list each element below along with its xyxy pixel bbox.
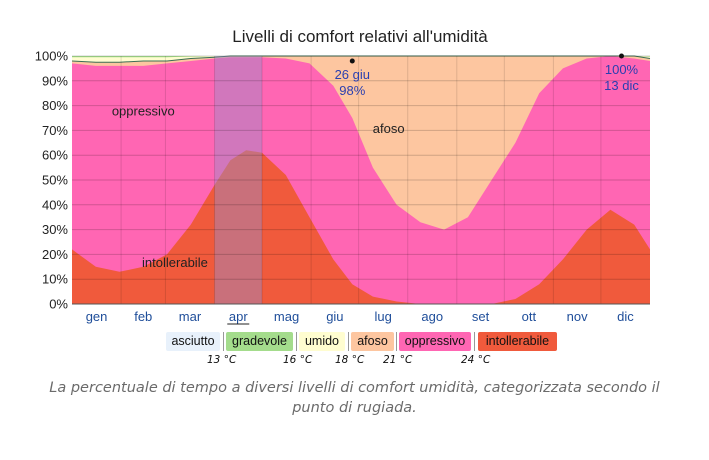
grid-lines	[72, 55, 650, 305]
x-tick-label: mar	[179, 309, 202, 324]
y-tick-label: 80%	[42, 98, 68, 113]
legend-item-afoso: afoso	[351, 332, 394, 351]
legend-threshold: 21 °C	[383, 354, 413, 366]
annotation-value: 13 dic	[604, 78, 639, 93]
region-labels: oppressivo afoso intollerabile	[112, 104, 405, 270]
area-intollerabile	[72, 150, 650, 304]
x-tick-label: feb	[134, 309, 152, 324]
y-tick-label: 60%	[42, 148, 68, 163]
x-tick-label: dic	[617, 309, 634, 324]
annotation-label: 26 giu	[335, 67, 370, 82]
legend-separator	[223, 332, 224, 351]
y-tick-label: 20%	[42, 247, 68, 262]
x-tick-label: nov	[567, 309, 588, 324]
region-label: oppressivo	[112, 104, 175, 119]
y-tick-label: 40%	[42, 197, 68, 212]
y-tick-label: 30%	[42, 222, 68, 237]
y-tick-label: 100%	[35, 49, 69, 64]
legend-item-gradevole: gradevole	[226, 332, 293, 351]
legend-item-oppressivo: oppressivo	[399, 332, 471, 351]
legend-item-intollerabile: intollerabile	[478, 332, 557, 351]
annotation-point	[618, 53, 624, 59]
area-layer	[71, 55, 651, 304]
legend-threshold: 18 °C	[335, 354, 365, 366]
x-tick-label: ott	[522, 309, 537, 324]
x-axis-ticks: gen feb mar apr mag giu lug ago set ott nov dic	[86, 309, 634, 325]
annotation-label: 100%	[605, 62, 639, 77]
legend-item-umido: umido	[299, 332, 345, 351]
x-tick-label: ago	[421, 309, 443, 324]
x-tick-label: lug	[374, 309, 391, 324]
annotation-point	[349, 58, 355, 64]
y-axis-ticks: 0% 10% 20% 30% 40% 50% 60% 70% 80% 90% 100%	[35, 49, 69, 312]
x-tick-label: mag	[274, 309, 299, 324]
y-tick-label: 90%	[42, 73, 68, 88]
highlighted-month-band	[214, 56, 263, 304]
legend: asciutto gradevole umido afoso oppressiv…	[0, 332, 709, 372]
annotation-value: 98%	[339, 83, 365, 98]
legend-threshold: 16 °C	[283, 354, 313, 366]
y-tick-label: 0%	[49, 297, 68, 312]
chart-title: Livelli di comfort relativi all'umidità	[232, 27, 488, 46]
legend-item-asciutto: asciutto	[166, 332, 220, 351]
x-tick-label: gen	[86, 309, 108, 324]
legend-separator	[348, 332, 349, 351]
legend-separator	[474, 332, 475, 351]
legend-separator	[396, 332, 397, 351]
chart-caption: La percentuale di tempo a diversi livell…	[49, 380, 660, 416]
region-label: intollerabile	[142, 255, 208, 270]
legend-separator	[296, 332, 297, 351]
x-tick-label: apr	[229, 309, 248, 324]
y-tick-label: 70%	[42, 123, 68, 138]
afoso-boundary-line	[71, 55, 651, 63]
y-tick-label: 10%	[42, 272, 68, 287]
legend-threshold: 13 °C	[207, 354, 237, 366]
y-tick-label: 50%	[42, 173, 68, 188]
comfort-chart: Livelli di comfort relativi all'umidità …	[35, 27, 651, 325]
region-label: afoso	[373, 121, 405, 136]
x-tick-label: giu	[326, 309, 343, 324]
x-tick-label: set	[472, 309, 490, 324]
legend-threshold: 24 °C	[461, 354, 491, 366]
